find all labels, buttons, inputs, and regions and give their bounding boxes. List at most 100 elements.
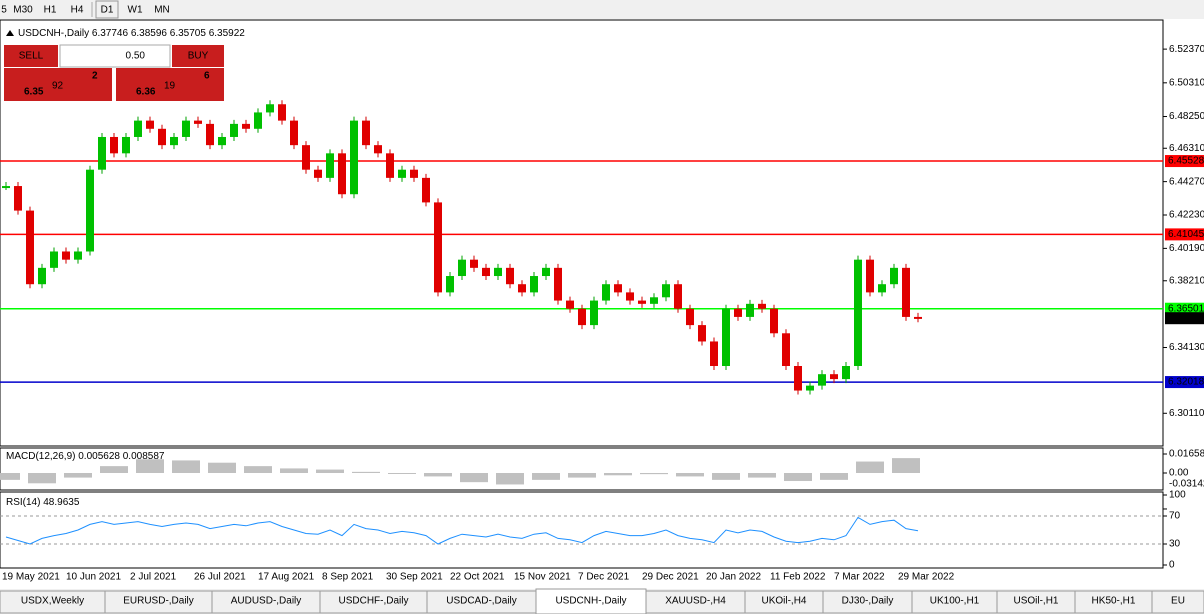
buy-button[interactable] <box>172 45 224 67</box>
rsi-value: 48.9635 <box>43 497 80 508</box>
candle <box>386 153 394 178</box>
timeframe-label[interactable]: MN <box>154 5 170 16</box>
macd-bar <box>532 473 560 480</box>
tab[interactable] <box>1151 590 1204 614</box>
macd-bar <box>424 473 452 477</box>
candle <box>98 136 106 170</box>
timeframe-button[interactable] <box>64 1 90 18</box>
candle <box>566 300 574 309</box>
date-label: 26 Jul 2021 <box>194 572 246 583</box>
sell-button[interactable] <box>4 45 58 67</box>
macd-bar <box>784 473 812 482</box>
candle <box>878 284 886 293</box>
lot-field[interactable] <box>59 44 171 68</box>
candle <box>902 267 910 317</box>
lot-value[interactable]: 0.50 <box>126 51 146 62</box>
candle <box>314 169 322 178</box>
tab-label[interactable]: HK50-,H1 <box>1092 596 1136 607</box>
candle <box>350 120 358 195</box>
macd-bar <box>856 461 884 473</box>
tab-label[interactable]: DJ30-,Daily <box>842 596 894 607</box>
candle <box>122 136 130 154</box>
bid-pips[interactable]: 92 <box>52 81 64 92</box>
rsi-header: RSI(14) 48.9635 <box>6 497 80 508</box>
candle <box>254 112 262 129</box>
bid-point[interactable]: 2 <box>92 71 98 82</box>
y-tick-label: 6.48250 <box>1169 111 1204 122</box>
price-tag <box>1165 312 1204 325</box>
timeframe-label[interactable]: W1 <box>128 5 143 16</box>
candle <box>158 128 166 146</box>
candle <box>110 136 118 154</box>
tab-label[interactable]: EURUSD-,Daily <box>123 596 194 607</box>
current-price: 6.35922 <box>1168 313 1204 324</box>
tab-label[interactable]: XAUUSD-,H4 <box>665 596 726 607</box>
tab-label[interactable]: UK100-,H1 <box>930 596 980 607</box>
candle <box>326 153 334 178</box>
timeframe-button[interactable] <box>38 1 62 18</box>
tab-label[interactable]: USDCAD-,Daily <box>446 596 517 607</box>
candle <box>374 145 382 154</box>
candle <box>734 308 742 317</box>
date-label: 20 Jan 2022 <box>706 572 761 583</box>
candle <box>710 341 718 367</box>
tab-label[interactable]: USDCHF-,Daily <box>339 596 409 607</box>
timeframe-label[interactable]: H1 <box>44 5 57 16</box>
timeframe-label[interactable]: M30 <box>13 5 33 16</box>
timeframe-label[interactable]: D1 <box>101 5 114 16</box>
timeframe-button[interactable] <box>150 1 174 18</box>
candle <box>686 308 694 326</box>
tab-label[interactable]: AUDUSD-,Daily <box>231 596 302 607</box>
tab-label[interactable]: EU <box>1171 596 1185 607</box>
timeframe-label[interactable]: H4 <box>71 5 84 16</box>
timeframe-label[interactable]: 5 <box>1 5 7 16</box>
candle <box>914 316 922 319</box>
candle <box>146 120 154 129</box>
candle <box>134 120 142 137</box>
timeframe-button[interactable] <box>0 1 8 18</box>
candle <box>542 267 550 277</box>
macd-bar <box>388 473 416 474</box>
timeframe-button[interactable] <box>10 1 36 18</box>
date-label: 15 Nov 2021 <box>514 572 571 583</box>
macd-bar <box>820 473 848 480</box>
ask-pips[interactable]: 19 <box>164 81 176 92</box>
tab-label[interactable]: UKOil-,H4 <box>761 596 806 607</box>
tab-label[interactable]: USDX,Weekly <box>21 596 84 607</box>
date-label: 8 Sep 2021 <box>322 572 374 583</box>
level-label: 6.32018 <box>1168 377 1204 388</box>
candle <box>230 123 238 137</box>
candle <box>290 120 298 146</box>
bid-box[interactable] <box>4 68 112 101</box>
timeframe-button[interactable] <box>95 0 119 19</box>
toolbar-bg <box>0 0 1204 19</box>
sell-label[interactable]: SELL <box>19 51 44 62</box>
macd-bar <box>64 473 92 478</box>
macd-bar <box>460 473 488 483</box>
candle <box>842 366 850 380</box>
timeframe-button[interactable] <box>122 1 148 18</box>
tab-label[interactable]: USOil-,H1 <box>1013 596 1058 607</box>
ask-big[interactable]: 6.36 <box>136 87 156 98</box>
candle <box>458 259 466 277</box>
macd-bar <box>568 473 596 478</box>
ask-box[interactable] <box>116 68 224 101</box>
macd-bar <box>604 473 632 476</box>
rsi-panel <box>0 491 1164 569</box>
chart-header: USDCNH-,Daily 6.37746 6.38596 6.35705 6.… <box>18 28 245 39</box>
tab-label[interactable]: USDCNH-,Daily <box>555 596 626 607</box>
y-tick-label: 0.00 <box>1169 468 1189 479</box>
candle <box>698 325 706 342</box>
date-label: 19 May 2021 <box>2 572 60 583</box>
candle <box>830 374 838 380</box>
y-tick-label: 0 <box>1169 560 1175 571</box>
buy-label[interactable]: BUY <box>188 51 209 62</box>
candle <box>662 284 670 298</box>
macd-bar <box>676 473 704 477</box>
macd-bar <box>28 473 56 484</box>
macd-signal: 0.008587 <box>123 451 165 462</box>
bid-big[interactable]: 6.35 <box>24 87 44 98</box>
ask-point[interactable]: 6 <box>204 71 210 82</box>
macd-bar <box>172 460 200 473</box>
y-tick-label: 70 <box>1169 511 1181 522</box>
